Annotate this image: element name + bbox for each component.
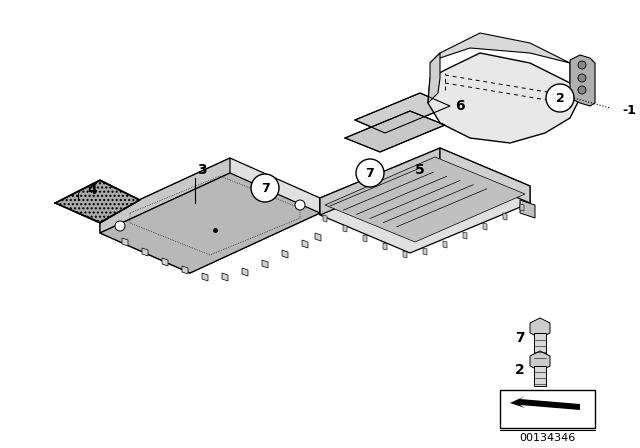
- Text: 00134346: 00134346: [519, 433, 575, 443]
- Polygon shape: [534, 333, 546, 360]
- Polygon shape: [503, 213, 507, 220]
- Text: -1: -1: [622, 103, 636, 116]
- Polygon shape: [55, 180, 140, 223]
- Polygon shape: [282, 250, 288, 258]
- Text: 7: 7: [260, 181, 269, 194]
- Polygon shape: [345, 111, 445, 152]
- Text: 6: 6: [455, 99, 465, 113]
- Polygon shape: [463, 232, 467, 239]
- Polygon shape: [56, 181, 139, 222]
- Polygon shape: [403, 251, 407, 258]
- Polygon shape: [182, 266, 188, 274]
- Polygon shape: [202, 273, 208, 281]
- Text: 3: 3: [197, 163, 207, 177]
- Bar: [500, 390, 595, 428]
- Polygon shape: [383, 243, 387, 250]
- Polygon shape: [430, 33, 580, 98]
- Polygon shape: [315, 233, 321, 241]
- Polygon shape: [343, 225, 347, 232]
- Circle shape: [295, 200, 305, 210]
- Polygon shape: [483, 223, 487, 230]
- Circle shape: [578, 86, 586, 94]
- Circle shape: [578, 74, 586, 82]
- Polygon shape: [122, 238, 128, 246]
- Polygon shape: [320, 148, 530, 253]
- Circle shape: [251, 174, 279, 202]
- Polygon shape: [530, 351, 550, 371]
- Polygon shape: [355, 93, 450, 133]
- Text: 7: 7: [515, 331, 525, 345]
- Circle shape: [578, 61, 586, 69]
- Polygon shape: [262, 260, 268, 268]
- Polygon shape: [323, 215, 327, 222]
- Polygon shape: [428, 53, 440, 103]
- Polygon shape: [534, 366, 546, 386]
- Polygon shape: [520, 204, 524, 211]
- Polygon shape: [162, 258, 168, 266]
- Polygon shape: [570, 55, 595, 106]
- Polygon shape: [320, 148, 440, 215]
- Polygon shape: [423, 248, 427, 255]
- Polygon shape: [530, 318, 550, 338]
- Polygon shape: [443, 241, 447, 248]
- Circle shape: [546, 84, 574, 112]
- Polygon shape: [100, 158, 320, 273]
- Polygon shape: [302, 240, 308, 248]
- Circle shape: [115, 221, 125, 231]
- Polygon shape: [100, 173, 320, 273]
- Polygon shape: [520, 200, 535, 218]
- Text: 5: 5: [415, 163, 425, 177]
- Polygon shape: [428, 53, 580, 143]
- Text: 4: 4: [87, 183, 97, 197]
- Text: 7: 7: [365, 167, 374, 180]
- Polygon shape: [100, 158, 230, 233]
- Polygon shape: [222, 273, 228, 281]
- Polygon shape: [510, 396, 580, 410]
- Text: 2: 2: [515, 363, 525, 377]
- Circle shape: [356, 159, 384, 187]
- Polygon shape: [242, 268, 248, 276]
- Polygon shape: [325, 157, 525, 242]
- Polygon shape: [142, 248, 148, 256]
- Text: 2: 2: [556, 91, 564, 104]
- Polygon shape: [363, 235, 367, 242]
- Polygon shape: [440, 148, 530, 203]
